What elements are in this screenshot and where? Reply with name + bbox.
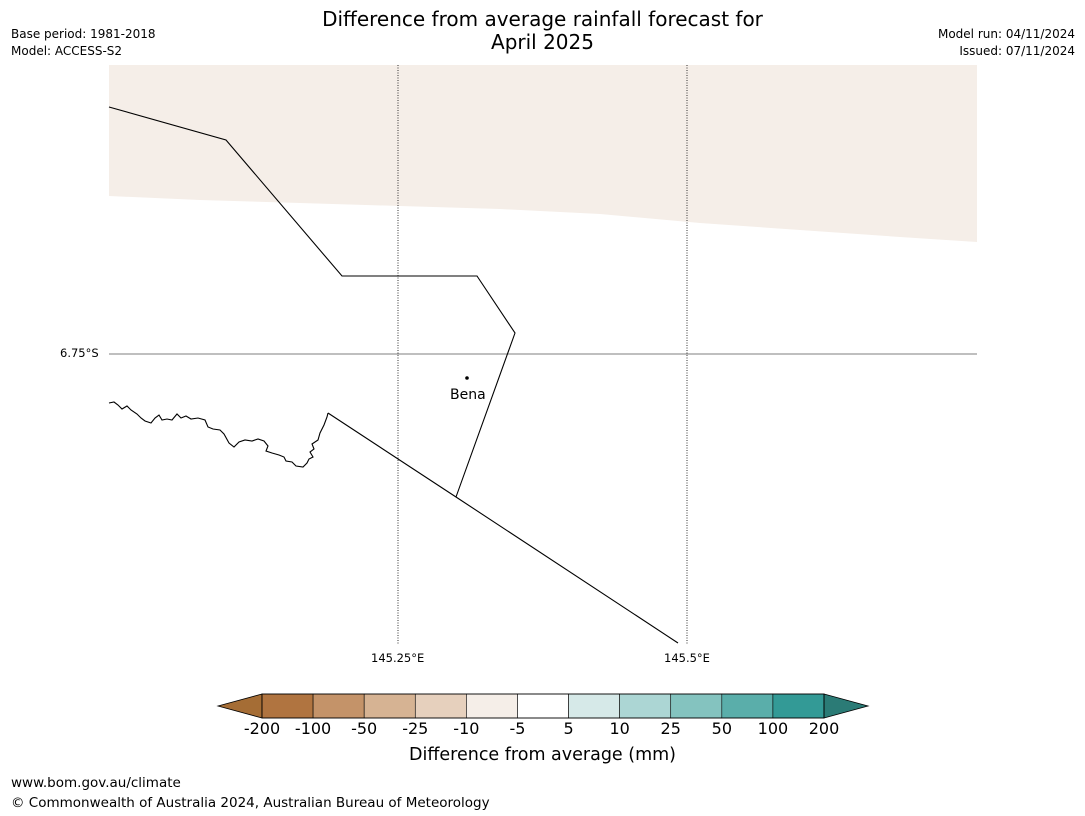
copyright-text: © Commonwealth of Australia 2024, Austra… [11,795,490,811]
district-boundary-south [327,412,679,644]
colorbar-extend-high [823,693,870,719]
colorbar-tick-label: -25 [402,719,429,738]
model-text: Model: ACCESS-S2 [11,44,123,58]
colorbar-extend-low [216,693,263,719]
colorbar-frame [261,693,825,719]
colorbar-tick-label: -5 [509,719,526,738]
river-line [108,401,329,468]
colorbar-tick-label: 5 [563,719,574,738]
colorbar-cell [670,693,723,719]
colorbar-tick-label: -200 [243,719,281,738]
issued-text: Issued: 07/11/2024 [959,44,1075,58]
colorbar-tick-label: 50 [711,719,732,738]
colorbar-tick-label: -100 [294,719,332,738]
model-run-text: Model run: 04/11/2024 [937,27,1075,41]
district-boundary-north [108,106,516,498]
colorbar [216,693,870,719]
bom-url-link[interactable]: www.bom.gov.au/climate [11,775,181,791]
colorbar-cell [466,693,518,719]
colorbar-tick-label: 100 [757,719,789,738]
colorbar-cell [721,693,774,719]
colorbar-label: Difference from average (mm) [408,745,677,765]
base-period-text: Base period: 1981-2018 [11,27,156,41]
colorbar-tick-label: -50 [351,719,378,738]
map-title-line1: Difference from average rainfall forecas… [322,7,763,31]
map-title-line2: April 2025 [491,30,594,54]
rainfall-fill-region [109,65,977,242]
colorbar-tick-label: 10 [609,719,630,738]
colorbar-cell [568,693,620,719]
place-label-bena: Bena [450,387,486,403]
bena-location-marker [465,376,469,380]
colorbar-cell [363,693,416,719]
colorbar-tick-label: 25 [660,719,681,738]
colorbar-cell [517,693,569,719]
colorbar-cell [772,693,825,719]
colorbar-tick-label: -10 [453,719,480,738]
colorbar-cell [261,693,314,719]
longitude-label-145-5: 145.5°E [664,651,710,665]
colorbar-cell [414,693,467,719]
longitude-label-145-25: 145.25°E [371,651,425,665]
latitude-label: 6.75°S [60,346,99,360]
colorbar-tick-label: 200 [808,719,840,738]
colorbar-cell [619,693,672,719]
colorbar-cell [312,693,365,719]
